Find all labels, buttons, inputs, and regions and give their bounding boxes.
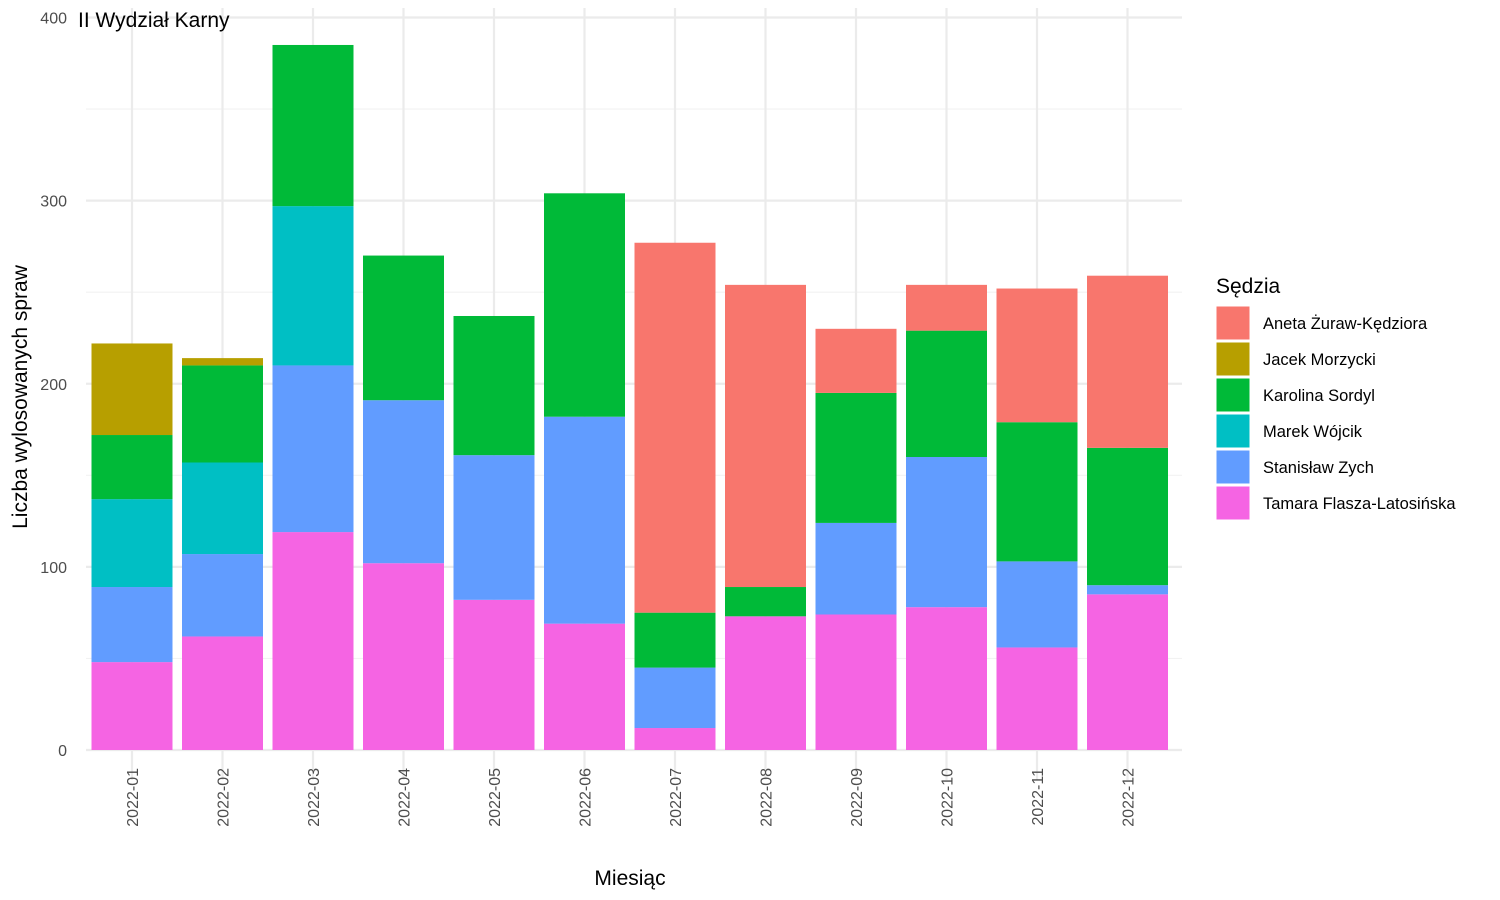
bar-segment	[91, 343, 173, 436]
bar-segment	[996, 647, 1078, 750]
x-tick-label: 2022-02	[216, 768, 233, 827]
y-tick-label: 100	[40, 560, 67, 577]
legend-key	[1215, 413, 1251, 449]
bar-segment	[544, 416, 625, 624]
bar-segment	[906, 284, 987, 331]
x-tick-label: 2022-09	[849, 768, 866, 827]
bar-segment	[725, 284, 806, 588]
legend-key	[1215, 305, 1251, 341]
legend-items: Aneta Żuraw-Kędziora Jacek Morzycki Karoli…	[1215, 305, 1456, 521]
legend-key	[1215, 341, 1251, 377]
bar-segment	[906, 607, 987, 750]
x-tick-label: 2022-04	[397, 768, 414, 827]
bar-segment	[1087, 275, 1168, 448]
bar-segment	[815, 614, 897, 750]
legend-key	[1215, 485, 1251, 521]
bar-segment	[634, 612, 716, 668]
legend-key	[1215, 377, 1251, 413]
bar-segment	[363, 563, 444, 750]
y-tick-label: 0	[58, 743, 67, 760]
x-tick-label: 2022-06	[578, 768, 595, 827]
bars-layer	[91, 44, 1168, 750]
legend-label: Jacek Morzycki	[1263, 351, 1376, 369]
legend-label: Tamara Flasza-Latosińska	[1263, 495, 1456, 513]
bar-segment	[1087, 594, 1168, 750]
bar-segment	[815, 392, 897, 523]
bar-segment	[182, 636, 263, 750]
x-tick-label: 2022-08	[759, 768, 776, 827]
bar-segment	[906, 330, 987, 457]
bar-segment	[182, 358, 263, 366]
bar-segment	[725, 616, 806, 750]
x-tick-label: 2022-10	[940, 768, 957, 827]
x-tick-label: 2022-03	[306, 768, 323, 827]
x-tick-label: 2022-07	[668, 768, 685, 827]
bar-segment	[815, 328, 897, 393]
bar-segment	[1087, 447, 1168, 586]
x-tick-label: 2022-05	[487, 768, 504, 827]
bar-segment	[453, 455, 535, 600]
legend-label: Marek Wójcik	[1263, 423, 1363, 441]
y-axis-ticks: 0 100 200 300 400	[40, 11, 67, 761]
chart-title: II Wydział Karny	[78, 9, 230, 32]
bar-segment	[906, 457, 987, 608]
y-tick-label: 400	[40, 11, 67, 28]
x-axis-title: Miesiąc	[594, 867, 665, 890]
x-axis-ticks: 2022-01 2022-02 2022-03 2022-04 2022-05 2022-…	[125, 768, 1138, 827]
bar-segment	[544, 193, 625, 417]
bar-segment	[363, 400, 444, 564]
bar-segment	[91, 499, 173, 588]
bar-segment	[453, 315, 535, 456]
x-tick-label: 2022-11	[1030, 768, 1047, 826]
bar-segment	[272, 532, 354, 750]
bar-segment	[725, 587, 806, 617]
legend-title: Sędzia	[1216, 275, 1281, 298]
bar-segment	[272, 365, 354, 533]
bar-segment	[91, 587, 173, 663]
bar-segment	[815, 522, 897, 615]
legend-label: Stanisław Zych	[1263, 459, 1374, 477]
bar-segment	[91, 662, 173, 750]
legend-key	[1215, 449, 1251, 485]
legend-label: Karolina Sordyl	[1263, 387, 1375, 405]
bar-segment	[996, 561, 1078, 648]
bar-segment	[272, 206, 354, 366]
y-axis-title: Liczba wylosowanych spraw	[9, 264, 32, 529]
bar-segment	[182, 554, 263, 637]
bar-segment	[996, 288, 1078, 423]
bar-segment	[453, 599, 535, 750]
y-tick-label: 200	[40, 377, 67, 394]
bar-segment	[634, 242, 716, 613]
legend: Sędzia Aneta Żuraw-Kędziora Jacek Morzyck…	[1215, 275, 1456, 521]
bar-segment	[363, 255, 444, 401]
bar-segment	[544, 623, 625, 750]
bar-segment	[634, 667, 716, 729]
bar-segment	[272, 44, 354, 207]
y-tick-label: 300	[40, 194, 67, 211]
bar-segment	[91, 435, 173, 500]
bar-segment	[996, 422, 1078, 562]
bar-segment	[1087, 585, 1168, 595]
bar-segment	[634, 728, 716, 750]
legend-label: Aneta Żuraw-Kędziora	[1263, 314, 1428, 333]
bar-segment	[182, 462, 263, 555]
x-tick-label: 2022-01	[125, 768, 142, 827]
bar-segment	[182, 365, 263, 463]
x-tick-label: 2022-12	[1121, 768, 1138, 827]
